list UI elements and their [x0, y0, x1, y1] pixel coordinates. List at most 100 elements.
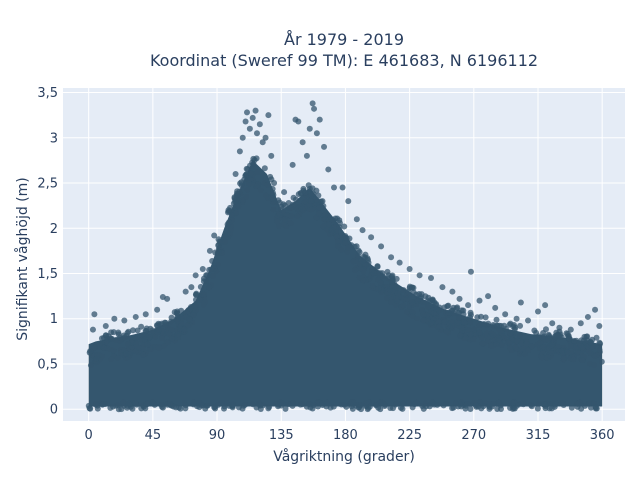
y-tick-label: 2 [50, 222, 58, 237]
scatter-point-outlier [513, 315, 520, 322]
scatter-point-outlier [485, 293, 492, 300]
scatter-point [274, 218, 281, 225]
scatter-point [332, 215, 339, 222]
scatter-point-outlier [259, 139, 266, 146]
scatter-point-outlier [244, 109, 251, 116]
scatter-point [290, 400, 297, 407]
scatter-point [486, 405, 493, 412]
scatter-point-outlier [239, 134, 246, 141]
scatter-point [102, 400, 109, 407]
scatter-point [265, 405, 272, 412]
scatter-point [286, 205, 293, 212]
scatter-point-outlier [306, 125, 313, 132]
scatter-point [231, 194, 238, 201]
scatter-point [462, 335, 469, 342]
scatter-point [139, 351, 146, 358]
scatter-point [563, 330, 570, 337]
scatter-point-outlier [525, 317, 532, 324]
scatter-point-outlier [492, 304, 499, 311]
scatter-point [149, 399, 156, 406]
scatter-point [213, 268, 220, 275]
scatter-point [120, 399, 127, 406]
scatter-point [426, 403, 433, 410]
scatter-point [326, 221, 333, 228]
scatter-point [224, 221, 231, 228]
scatter-point [443, 328, 450, 335]
scatter-point [540, 344, 547, 351]
scatter-point [449, 405, 456, 412]
scatter-point [159, 335, 166, 342]
scatter-point [218, 399, 225, 406]
scatter-point [596, 346, 603, 353]
scatter-point [174, 318, 181, 325]
scatter-point [388, 279, 395, 286]
scatter-point [571, 337, 578, 344]
scatter-point [242, 401, 249, 408]
scatter-point [523, 341, 530, 348]
y-tick-label: 0,5 [37, 357, 58, 372]
x-tick-label: 180 [333, 428, 358, 443]
scatter-point [192, 307, 199, 314]
scatter-point-outlier [132, 313, 139, 320]
scatter-point [471, 326, 478, 333]
scatter-point [319, 400, 326, 407]
y-tick-label: 3,5 [37, 86, 58, 101]
scatter-point [132, 335, 139, 342]
scatter-point [366, 399, 373, 406]
scatter-point [453, 305, 460, 312]
scatter-point [330, 403, 337, 410]
scatter-point [518, 346, 525, 353]
scatter-point-outlier [345, 198, 352, 205]
scatter-point [299, 206, 306, 213]
scatter-point [428, 319, 435, 326]
scatter-point [315, 210, 322, 217]
scatter-point [551, 403, 558, 410]
scatter-point [138, 323, 145, 330]
scatter-point [388, 299, 395, 306]
scatter-point-outlier [295, 118, 302, 125]
scatter-point-outlier [396, 259, 403, 266]
scatter-point [546, 332, 553, 339]
scatter-point [484, 334, 491, 341]
scatter-point [143, 401, 150, 408]
scatter-point [101, 344, 108, 351]
scatter-point [383, 295, 390, 302]
scatter-point [540, 330, 547, 337]
scatter-point-outlier [549, 320, 556, 327]
scatter-point [413, 399, 420, 406]
scatter-point [341, 401, 348, 408]
scatter-point [467, 309, 474, 316]
scatter-point-outlier [91, 311, 98, 318]
scatter-point [584, 343, 591, 350]
scatter-point [318, 204, 325, 211]
scatter-point [321, 224, 328, 231]
scatter-point [108, 356, 115, 363]
scatter-point-outlier [268, 152, 275, 159]
scatter-point [170, 403, 177, 410]
scatter-point [400, 400, 407, 407]
scatter-point [343, 235, 350, 242]
scatter-point [520, 399, 527, 406]
scatter-point [521, 351, 528, 358]
scatter-point [202, 405, 209, 412]
scatter-point-outlier [242, 118, 249, 125]
scatter-point [461, 319, 468, 326]
scatter-point [364, 255, 371, 262]
scatter-point [418, 291, 425, 298]
scatter-point [598, 358, 605, 365]
scatter-point-outlier [303, 152, 310, 159]
scatter-point [478, 405, 485, 412]
scatter-point [458, 324, 465, 331]
scatter-point-outlier [359, 227, 366, 234]
scatter-point [406, 283, 413, 290]
scatter-point-outlier [281, 189, 288, 196]
scatter-point [362, 277, 369, 284]
scatter-point [205, 284, 212, 291]
scatter-point [400, 302, 407, 309]
scatter-point [261, 165, 268, 172]
scatter-point [441, 304, 448, 311]
scatter-point [177, 405, 184, 412]
scatter-point [436, 323, 443, 330]
scatter-point [455, 314, 462, 321]
scatter-point [165, 330, 172, 337]
